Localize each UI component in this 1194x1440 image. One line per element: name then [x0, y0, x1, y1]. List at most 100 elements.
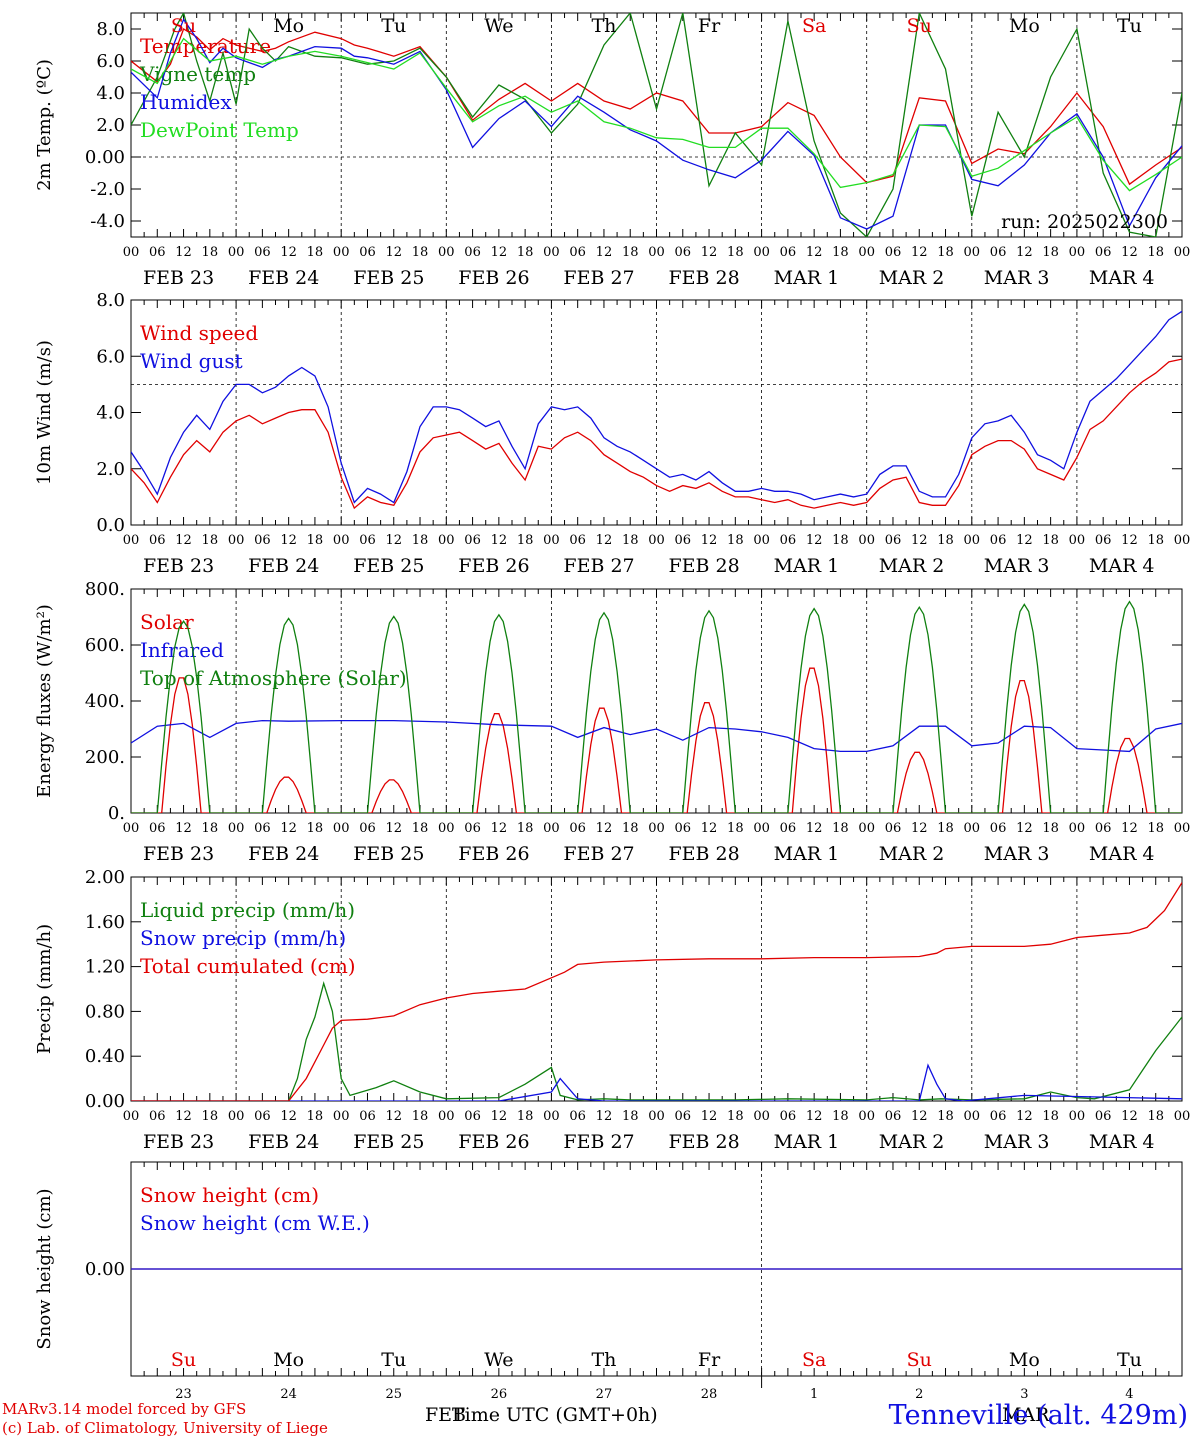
hour-tick-label: 00 [753, 821, 770, 836]
hour-tick-label: 12 [280, 1109, 297, 1124]
hour-tick-label: 18 [307, 533, 324, 548]
y-tick-label: 2.0 [96, 459, 125, 480]
series-line-vigne-temp [131, 13, 1182, 237]
series-line-liquid-precip-mm-h- [131, 981, 1182, 1101]
hour-tick-label: 06 [149, 821, 166, 836]
hour-tick-label: 00 [1174, 533, 1191, 548]
date-label: MAR 1 [774, 843, 840, 865]
hour-tick-label: 12 [491, 1109, 508, 1124]
hour-tick-label: 00 [964, 1109, 981, 1124]
date-label: FEB 25 [353, 1131, 424, 1153]
hour-tick-label: 06 [569, 245, 586, 260]
hour-tick-label: 06 [569, 533, 586, 548]
hour-tick-label: 18 [832, 821, 849, 836]
run-annotation: run: 2025022300 [1001, 211, 1168, 233]
hour-tick-label: 12 [1016, 821, 1033, 836]
date-label: FEB 26 [458, 555, 529, 577]
date-label: FEB 25 [353, 267, 424, 289]
date-label: FEB 24 [248, 555, 319, 577]
y-tick-label: 800. [85, 579, 125, 600]
hour-tick-label: 18 [1147, 533, 1164, 548]
day-number-label: 3 [1020, 1387, 1028, 1402]
hour-tick-label: 00 [333, 821, 350, 836]
date-label: MAR 3 [984, 1131, 1050, 1153]
series-line-infrared [131, 719, 1182, 753]
x-axis-title: Time UTC (GMT+0h) [452, 1404, 658, 1426]
hour-tick-label: 00 [438, 533, 455, 548]
day-of-week-label: Sa [802, 15, 826, 37]
hour-tick-label: 18 [1147, 1109, 1164, 1124]
date-label: FEB 28 [669, 555, 740, 577]
date-label: FEB 24 [248, 267, 319, 289]
day-of-week-label: Tu [1117, 15, 1142, 37]
hour-tick-label: 00 [228, 245, 245, 260]
y-tick-label: 4.0 [96, 403, 125, 424]
y-tick-label: 0.80 [85, 1001, 125, 1022]
hour-tick-label: 12 [806, 821, 823, 836]
date-label: FEB 24 [248, 843, 319, 865]
hour-tick-label: 06 [990, 245, 1007, 260]
date-label: MAR 3 [984, 843, 1050, 865]
hour-tick-label: 12 [701, 1109, 718, 1124]
y-tick-label: 6.0 [96, 51, 125, 72]
hour-tick-label: 18 [727, 821, 744, 836]
hour-tick-label: 18 [1147, 821, 1164, 836]
hour-tick-label: 12 [491, 821, 508, 836]
hour-tick-label: 00 [964, 533, 981, 548]
day-of-week-label: Fr [698, 15, 721, 37]
hour-tick-label: 00 [333, 1109, 350, 1124]
plot-frame-2 [130, 588, 1183, 814]
day-of-week-label: Su [907, 15, 932, 37]
hour-tick-label: 06 [359, 245, 376, 260]
hour-tick-label: 06 [990, 821, 1007, 836]
hour-tick-label: 12 [596, 821, 613, 836]
hour-tick-label: 00 [123, 1109, 140, 1124]
hour-tick-label: 00 [964, 821, 981, 836]
day-number-label: 23 [175, 1387, 192, 1402]
day-of-week-label: Tu [381, 15, 406, 37]
date-label: FEB 27 [563, 267, 634, 289]
y-tick-label: 0. [108, 803, 125, 824]
hour-tick-label: 06 [149, 1109, 166, 1124]
day-of-week-label: Th [591, 1349, 616, 1371]
hour-tick-label: 12 [701, 533, 718, 548]
hour-tick-label: 00 [1174, 245, 1191, 260]
legend-entry: Wind speed [140, 321, 258, 345]
hour-tick-label: 00 [753, 1109, 770, 1124]
hour-tick-label: 12 [385, 533, 402, 548]
y-tick-label: 0.00 [85, 1259, 125, 1280]
hour-tick-label: 18 [517, 245, 534, 260]
month-label-feb: FEB [425, 1404, 467, 1426]
day-number-label: 4 [1125, 1387, 1133, 1402]
hour-tick-label: 00 [858, 245, 875, 260]
y-tick-label: 8.0 [96, 290, 125, 311]
hour-tick-label: 12 [596, 245, 613, 260]
date-label: MAR 4 [1089, 1131, 1155, 1153]
hour-tick-label: 18 [517, 533, 534, 548]
month-label-mar: MAR [1002, 1404, 1050, 1426]
day-of-week-label: Tu [381, 1349, 406, 1371]
date-label: MAR 3 [984, 555, 1050, 577]
hour-tick-label: 00 [858, 533, 875, 548]
hour-tick-label: 00 [753, 245, 770, 260]
hour-tick-label: 06 [885, 533, 902, 548]
date-label: FEB 28 [669, 843, 740, 865]
date-label: FEB 26 [458, 267, 529, 289]
hour-tick-label: 18 [202, 245, 219, 260]
y-tick-label: -4.0 [90, 211, 125, 232]
hour-tick-label: 18 [202, 821, 219, 836]
hour-tick-label: 12 [280, 821, 297, 836]
hour-tick-label: 06 [1095, 245, 1112, 260]
day-of-week-label: We [484, 1349, 513, 1371]
day-of-week-label: Fr [698, 1349, 721, 1371]
date-label: MAR 2 [879, 555, 945, 577]
hour-tick-label: 00 [648, 245, 665, 260]
hour-tick-label: 06 [990, 533, 1007, 548]
hour-tick-label: 18 [622, 821, 639, 836]
hour-tick-label: 12 [1121, 821, 1138, 836]
hour-tick-label: 00 [1174, 1109, 1191, 1124]
hour-tick-label: 12 [701, 245, 718, 260]
hour-tick-label: 00 [1069, 533, 1086, 548]
y-tick-label: 1.20 [85, 957, 125, 978]
